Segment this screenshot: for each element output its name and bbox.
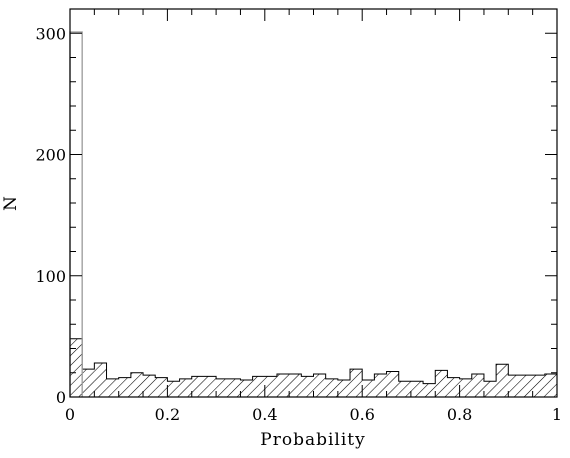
x-tick-labels: 0 0.2 0.4 0.6 0.8 1	[65, 405, 562, 424]
hist-bar	[325, 378, 338, 397]
hist-bar	[362, 380, 375, 397]
hist-bar	[155, 377, 168, 397]
hist-bar	[94, 363, 107, 397]
bars-layer	[69, 338, 558, 397]
hist-bar	[374, 373, 387, 397]
y-tick-label: 300	[35, 24, 66, 43]
hist-bar	[544, 373, 557, 397]
hist-bar	[520, 375, 533, 397]
hist-bar	[167, 381, 180, 397]
hist-bar	[386, 371, 399, 397]
plot-frame	[69, 8, 558, 398]
y-axis-label: N	[1, 195, 21, 211]
hist-bar	[203, 376, 217, 397]
hist-bar	[264, 376, 277, 397]
hist-bar	[228, 378, 241, 397]
hist-bar	[301, 376, 314, 397]
y-tick-labels: 0 100 200 300	[35, 24, 66, 407]
y-tick-label: 200	[35, 146, 66, 165]
hist-bar	[508, 375, 521, 397]
hist-bar	[191, 376, 204, 397]
x-tick-label: 1	[552, 405, 562, 424]
hist-bar	[179, 378, 192, 397]
hist-bar	[350, 369, 363, 397]
hist-bar	[106, 378, 119, 397]
x-axis-label: Probability	[260, 430, 365, 450]
hist-bar	[289, 373, 302, 397]
hist-bar	[252, 376, 265, 397]
hist-bar	[471, 373, 484, 397]
hist-bar	[118, 377, 131, 397]
hist-bar	[70, 338, 83, 397]
hist-bar	[143, 375, 156, 397]
hist-bar	[459, 378, 472, 397]
hist-bar	[276, 373, 290, 397]
hist-bar	[435, 370, 448, 397]
hist-bar	[216, 378, 229, 397]
ticks-layer	[69, 8, 558, 398]
hist-bar	[410, 381, 424, 397]
x-tick-label: 0.4	[252, 405, 277, 424]
hist-bar	[313, 373, 326, 397]
hist-bar	[398, 381, 411, 397]
hist-bar	[447, 377, 460, 397]
hist-bar	[532, 375, 545, 397]
y-tick-label: 100	[35, 267, 66, 286]
hist-bar	[423, 383, 436, 397]
hist-bar	[240, 380, 253, 397]
x-tick-label: 0	[65, 405, 75, 424]
hist-bar	[82, 369, 95, 397]
x-tick-label: 0.8	[447, 405, 472, 424]
hist-bar	[130, 372, 144, 397]
hist-bar	[483, 381, 497, 397]
x-tick-label: 0.6	[349, 405, 374, 424]
x-tick-label: 0.2	[155, 405, 180, 424]
hist-bar	[496, 364, 509, 397]
hist-step-outline	[69, 338, 558, 397]
y-tick-label: 0	[56, 388, 66, 407]
hist-bar	[337, 380, 351, 397]
